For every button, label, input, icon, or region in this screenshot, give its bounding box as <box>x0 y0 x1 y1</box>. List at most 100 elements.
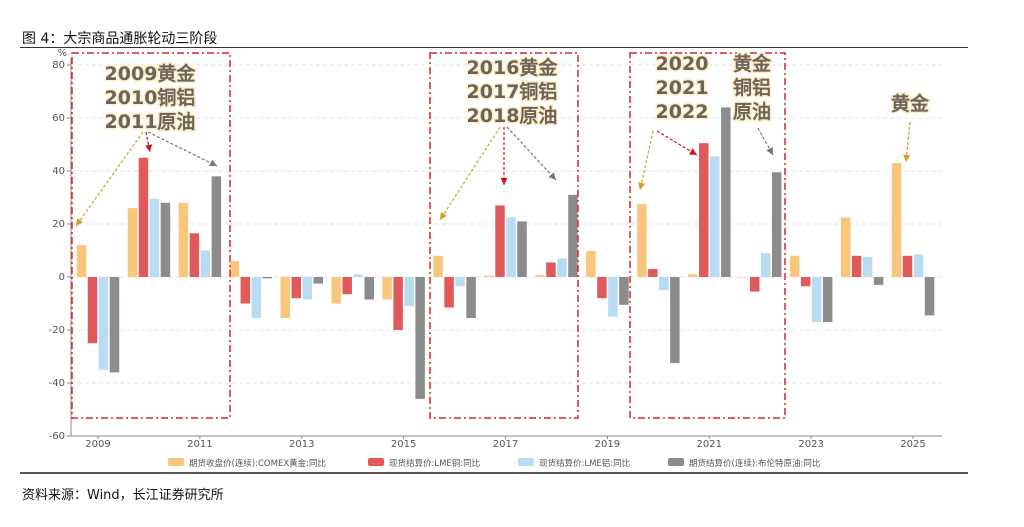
annotation-label: 铜铝 <box>733 76 771 99</box>
bar-2024-series-1 <box>840 217 851 277</box>
bar-2015-series-3 <box>404 277 414 307</box>
bar-2009-series-2 <box>87 277 98 344</box>
bar-2011-series-4 <box>211 176 222 277</box>
bar-2017-series-3 <box>506 217 516 277</box>
y-tick-label: 80 <box>52 60 65 71</box>
bar-2021-series-3 <box>710 156 720 277</box>
bar-2016-series-2 <box>444 277 454 308</box>
bar-2024-series-3 <box>862 257 873 277</box>
bar-2010-series-3 <box>149 198 160 277</box>
y-tick-label: -40 <box>49 378 65 389</box>
legend-swatch-series-2 <box>368 458 384 466</box>
bar-2020-series-3 <box>659 277 669 291</box>
bar-2010-series-2 <box>138 157 149 277</box>
annotation-arrow <box>506 126 557 181</box>
bar-2021-series-1 <box>688 274 698 277</box>
highlight-box <box>71 52 231 419</box>
bar-2022-series-3 <box>760 253 771 277</box>
bar-2019-series-3 <box>608 277 618 317</box>
annotation-label: 2009黄金 <box>105 62 197 85</box>
bar-2020-series-1 <box>637 204 647 277</box>
bar-2016-series-4 <box>466 277 476 319</box>
bar-2013-series-3 <box>302 277 313 300</box>
y-tick-label: -60 <box>49 431 65 442</box>
bar-2018-series-3 <box>557 258 567 277</box>
bar-2012-series-2 <box>240 277 251 304</box>
annotation-arrow <box>439 126 501 221</box>
bar-2017-series-4 <box>517 221 527 277</box>
highlight-box <box>629 52 786 419</box>
bar-2014-series-2 <box>342 277 352 295</box>
annotation-label: 2010铜铝 <box>105 86 196 109</box>
legend-swatch-series-4 <box>668 458 684 466</box>
bar-2012-series-3 <box>251 277 262 319</box>
annotation-label: 原油 <box>733 101 771 123</box>
bar-2017-series-2 <box>495 205 505 277</box>
y-tick-label: 0 <box>59 272 65 283</box>
x-tick-label: 2023 <box>798 439 823 450</box>
bar-2009-series-3 <box>98 277 109 370</box>
y-axis-unit: % <box>57 48 67 59</box>
x-tick-label: 2021 <box>697 439 722 450</box>
bar-2015-series-1 <box>382 277 392 300</box>
bar-2022-series-2 <box>749 277 760 292</box>
bar-2018-series-2 <box>546 262 556 277</box>
bar-2023-series-2 <box>800 277 811 287</box>
x-tick-label: 2015 <box>391 439 416 450</box>
bar-2013-series-2 <box>291 277 302 299</box>
legend-label-series-2: 现货结算价:LME铜:同比 <box>389 458 480 469</box>
x-tick-label: 2019 <box>595 439 620 450</box>
figure-title: 图 4：大宗商品通胀轮动三阶段 <box>22 31 218 47</box>
bar-2015-series-4 <box>415 277 425 399</box>
bar-2025-series-4 <box>924 277 935 316</box>
footer-divider <box>20 472 968 474</box>
annotation-label: 2016黄金 <box>467 56 559 79</box>
bar-2025-series-1 <box>891 163 902 277</box>
bar-2018-series-4 <box>568 194 578 277</box>
bar-2023-series-4 <box>822 277 833 323</box>
bar-2023-series-3 <box>811 277 822 323</box>
bar-2016-series-3 <box>455 277 465 287</box>
highlight-box <box>429 52 579 419</box>
y-tick-label: 40 <box>52 166 65 177</box>
bar-2025-series-3 <box>913 254 924 277</box>
annotation-label: 2021 <box>656 77 709 99</box>
bar-2010-series-1 <box>127 208 138 277</box>
source-note: 资料来源：Wind，长江证券研究所 <box>22 488 224 503</box>
bar-2017-series-1 <box>484 275 494 277</box>
legend-label-series-1: 期货收盘价(连续):COMEX黄金:同比 <box>189 458 326 469</box>
bar-2019-series-2 <box>597 277 607 299</box>
annotation-label: 2017铜铝 <box>467 80 558 103</box>
annotation-arrow <box>638 130 654 191</box>
annotation-label: 2018原油 <box>467 105 558 127</box>
legend-swatch-series-1 <box>168 458 184 466</box>
bar-2024-series-2 <box>851 255 862 277</box>
annotation-arrow <box>757 127 774 156</box>
bar-2009-series-4 <box>109 277 120 373</box>
bar-2011-series-3 <box>200 250 211 277</box>
y-tick-label: 60 <box>52 113 65 124</box>
annotation-arrow <box>147 131 218 167</box>
annotation-arrow <box>145 131 153 153</box>
annotation-arrow <box>903 121 911 163</box>
bar-2016-series-1 <box>433 255 443 277</box>
annotation-label: 2011原油 <box>105 111 196 133</box>
annotation-arrow <box>75 131 144 227</box>
bar-2013-series-1 <box>280 277 291 319</box>
bar-2021-series-4 <box>721 107 731 278</box>
y-tick-label: -20 <box>49 325 65 336</box>
bar-2012-series-4 <box>262 277 273 279</box>
bar-2021-series-2 <box>699 143 709 277</box>
bar-2025-series-2 <box>902 255 913 277</box>
bar-2011-series-2 <box>189 233 200 277</box>
bar-2010-series-4 <box>160 202 171 277</box>
annotation-label: 2022 <box>656 101 709 123</box>
title-divider <box>20 47 968 48</box>
bar-2014-series-4 <box>364 277 374 300</box>
x-tick-label: 2017 <box>493 439 518 450</box>
bar-2012-series-1 <box>229 261 240 277</box>
bar-2009-series-1 <box>76 245 87 277</box>
bar-2020-series-2 <box>648 269 658 277</box>
bar-2015-series-2 <box>393 277 403 330</box>
bar-2022-series-4 <box>771 172 782 277</box>
